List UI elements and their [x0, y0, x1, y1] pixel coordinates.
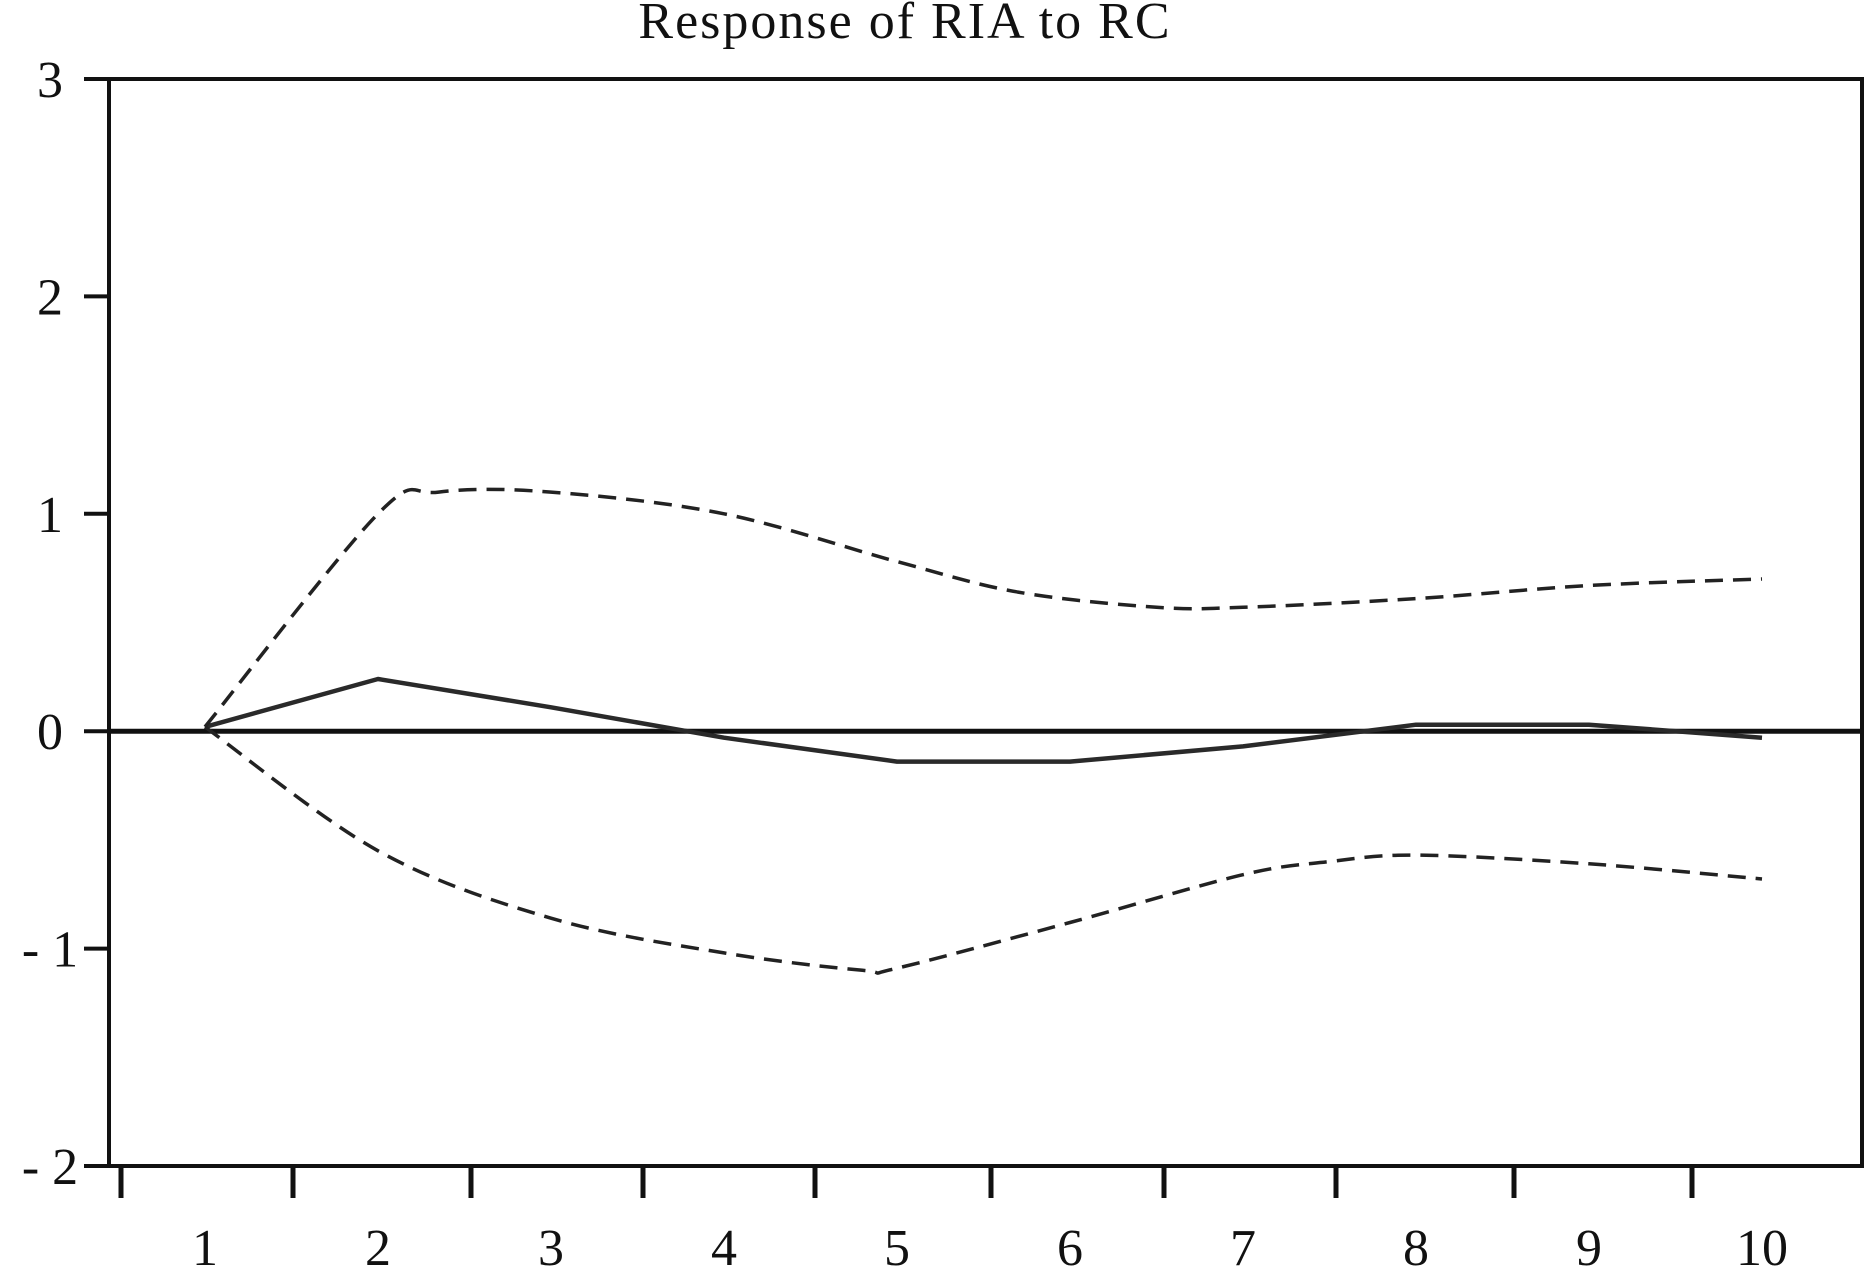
x-tick-label: 2: [365, 1220, 391, 1270]
y-tick-label: 0: [37, 704, 63, 761]
y-tick-label: 1: [37, 487, 63, 544]
lower-confidence-band: [203, 725, 1763, 975]
x-tick-label: 1: [192, 1220, 218, 1270]
y-tick-label: - 1: [22, 922, 78, 979]
x-tick-label: 6: [1057, 1220, 1083, 1270]
x-tick-label: 10: [1736, 1220, 1788, 1270]
plot-frame: [107, 77, 1864, 1168]
x-axis: 1 2 3 4 5 6 7 8 9 10: [118, 1168, 1788, 1270]
x-tick-label: 8: [1403, 1220, 1429, 1270]
y-tick-label: 3: [37, 52, 63, 109]
x-tick-label: 4: [711, 1220, 737, 1270]
chart-title: Response of RIA to RC: [638, 0, 1171, 50]
x-tick-label: 7: [1230, 1220, 1256, 1270]
upper-confidence-band: [203, 487, 1763, 729]
impulse-response-line: [204, 676, 1763, 764]
y-axis: 3 2 1 0 - 1 - 2: [22, 52, 109, 1196]
y-tick-label: 2: [37, 269, 63, 326]
series-group: [203, 487, 1763, 975]
x-tick-label: 9: [1576, 1220, 1602, 1270]
x-tick-label: 5: [884, 1220, 910, 1270]
y-tick-label: - 2: [22, 1139, 78, 1196]
x-tick-label: 3: [538, 1220, 564, 1270]
